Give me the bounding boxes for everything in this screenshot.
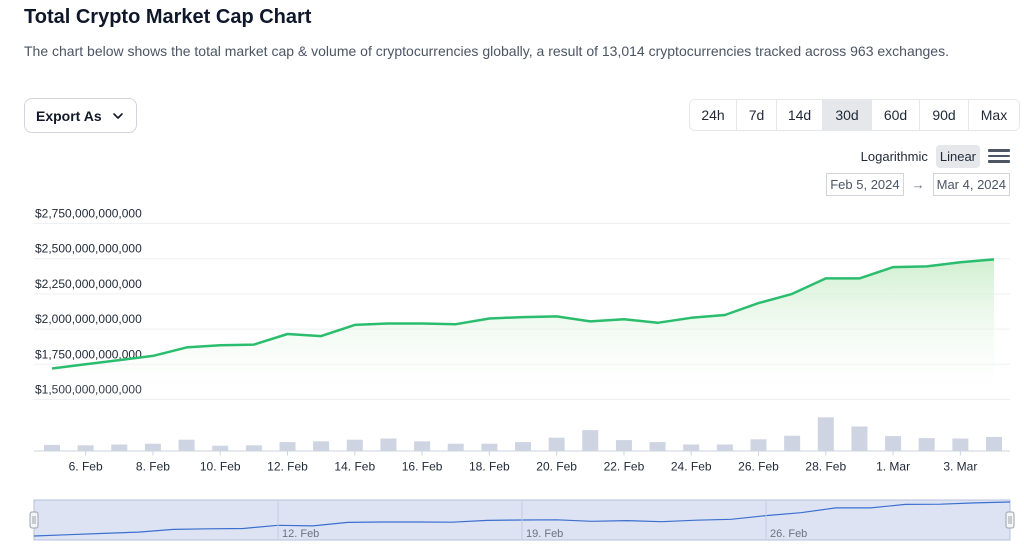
volume-bar — [414, 441, 431, 451]
date-to-input[interactable]: Mar 4, 2024 — [932, 173, 1010, 196]
volume-bar — [144, 443, 161, 451]
range-button-max[interactable]: Max — [969, 100, 1019, 130]
x-tick-label: 22. Feb — [604, 460, 645, 474]
market-cap-area — [52, 259, 994, 405]
range-button-60d[interactable]: 60d — [872, 100, 920, 130]
scale-linear[interactable]: Linear — [935, 144, 980, 168]
volume-bar — [649, 442, 666, 451]
market-cap-chart[interactable]: $1,500,000,000,000$1,750,000,000,000$2,0… — [0, 205, 1024, 485]
volume-bar — [683, 444, 700, 451]
volume-bar — [615, 440, 632, 451]
volume-bar — [44, 444, 60, 451]
x-tick-label: 10. Feb — [200, 460, 241, 474]
arrow-right-icon: → — [911, 177, 925, 192]
navigator-tick-label: 12. Feb — [282, 528, 319, 540]
volume-bar — [952, 438, 969, 451]
volume-bar — [313, 441, 330, 451]
volume-bar — [582, 430, 599, 451]
volume-bar — [548, 437, 565, 451]
page-title: Total Crypto Market Cap Chart — [24, 6, 312, 28]
x-tick-label: 26. Feb — [738, 460, 779, 474]
x-tick-label: 6. Feb — [69, 460, 103, 474]
volume-bar — [817, 417, 834, 451]
volume-bar — [279, 442, 296, 451]
hamburger-menu-icon[interactable] — [988, 145, 1010, 167]
x-tick-label: 1. Mar — [876, 460, 910, 474]
volume-bar — [111, 444, 128, 451]
volume-bar — [515, 442, 531, 451]
volume-bar — [918, 438, 935, 451]
volume-bar — [885, 436, 902, 451]
volume-bar — [716, 444, 733, 451]
chevron-down-icon — [112, 112, 123, 119]
y-tick-label: $2,500,000,000,000 — [35, 242, 142, 256]
navigator-handle-left[interactable] — [29, 511, 39, 529]
range-button-7d[interactable]: 7d — [737, 100, 777, 130]
date-from-input[interactable]: Feb 5, 2024 — [826, 173, 904, 196]
scale-toggle: Logarithmic Linear — [857, 143, 1010, 169]
x-tick-label: 3. Mar — [943, 460, 977, 474]
volume-bar — [447, 443, 464, 451]
x-tick-label: 8. Feb — [136, 460, 170, 474]
range-selector: 24h 7d 14d 30d 60d 90d Max — [689, 99, 1020, 131]
x-tick-label: 14. Feb — [334, 460, 375, 474]
navigator-handle-right[interactable] — [1005, 511, 1015, 529]
volume-bar — [750, 439, 767, 451]
page-description: The chart below shows the total market c… — [24, 43, 949, 59]
volume-bar — [77, 445, 94, 451]
y-tick-label: $2,000,000,000,000 — [35, 312, 142, 326]
range-button-14d[interactable]: 14d — [777, 100, 823, 130]
range-button-24h[interactable]: 24h — [690, 100, 737, 130]
volume-bar — [178, 439, 195, 451]
x-tick-label: 28. Feb — [805, 460, 846, 474]
y-tick-label: $2,750,000,000,000 — [35, 207, 142, 221]
x-tick-label: 24. Feb — [671, 460, 712, 474]
x-tick-label: 16. Feb — [402, 460, 443, 474]
volume-bar — [346, 439, 363, 451]
volume-bar — [212, 445, 229, 451]
export-as-label: Export As — [36, 107, 102, 124]
chart-navigator[interactable]: 12. Feb 19. Feb 26. Feb — [0, 495, 1024, 545]
scale-logarithmic[interactable]: Logarithmic — [860, 148, 928, 164]
x-tick-label: 20. Feb — [536, 460, 577, 474]
export-as-button[interactable]: Export As — [24, 98, 137, 133]
volume-bar — [784, 435, 801, 451]
volume-bar — [481, 443, 498, 451]
y-tick-label: $2,250,000,000,000 — [35, 277, 142, 291]
volume-bar — [380, 438, 397, 451]
volume-bar — [851, 426, 868, 451]
navigator-tick-label: 19. Feb — [526, 528, 563, 540]
range-button-30d[interactable]: 30d — [823, 100, 872, 130]
range-button-90d[interactable]: 90d — [920, 100, 969, 130]
navigator-tick-label: 26. Feb — [770, 528, 807, 540]
x-tick-label: 18. Feb — [469, 460, 510, 474]
volume-bar — [986, 436, 1002, 451]
volume-bar — [245, 445, 262, 451]
market-cap-line — [51, 258, 995, 370]
y-tick-label: $1,750,000,000,000 — [35, 347, 142, 361]
date-range: Feb 5, 2024 → Mar 4, 2024 — [826, 173, 1010, 196]
x-tick-label: 12. Feb — [267, 460, 308, 474]
